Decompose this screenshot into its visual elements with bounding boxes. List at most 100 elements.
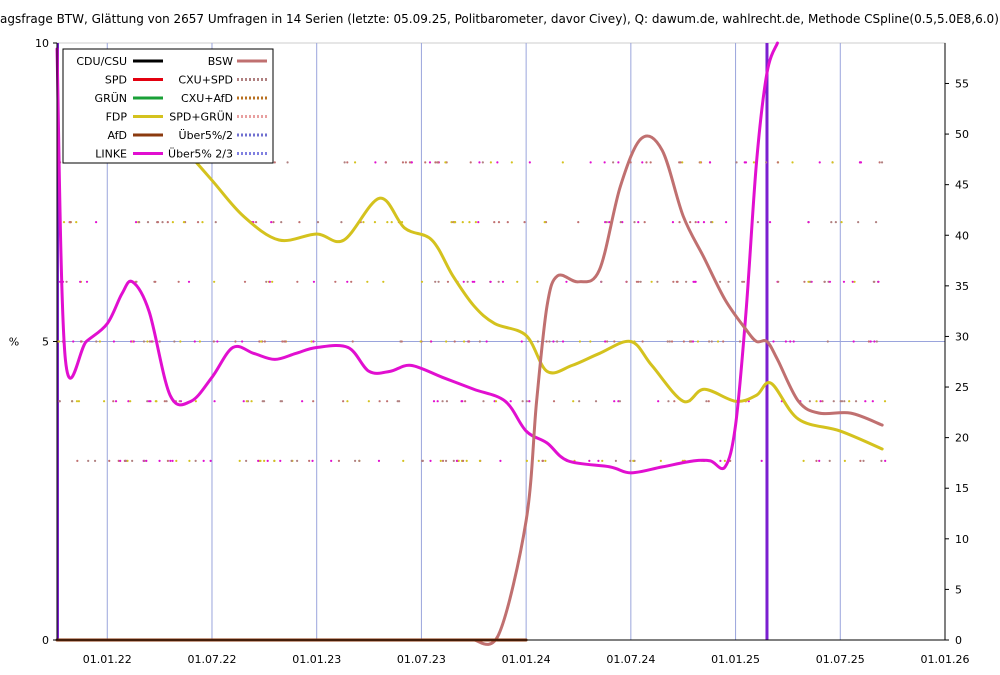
poll-dot — [525, 400, 528, 403]
poll-dot — [641, 161, 644, 164]
poll-dot — [650, 280, 653, 283]
poll-dot — [617, 400, 620, 403]
y-tick-label-right: 20 — [955, 432, 969, 445]
poll-dot — [656, 280, 659, 283]
poll-dot — [453, 221, 456, 224]
poll-dot — [260, 340, 263, 343]
poll-dot — [242, 400, 245, 403]
poll-dot — [673, 400, 676, 403]
poll-dot — [421, 459, 424, 462]
poll-dot — [95, 340, 98, 343]
poll-dot — [452, 459, 455, 462]
poll-dot — [572, 400, 575, 403]
poll-dot — [840, 400, 844, 403]
poll-dot — [808, 400, 811, 403]
poll-dot — [273, 459, 276, 462]
poll-dot — [481, 161, 484, 164]
poll-dot — [201, 221, 204, 224]
x-tick-label: 01.07.22 — [187, 653, 236, 666]
poll-dot — [792, 340, 795, 343]
poll-dot — [777, 280, 780, 283]
poll-dot — [245, 400, 248, 403]
poll-dot — [346, 280, 349, 283]
poll-dot — [444, 161, 447, 164]
poll-dot — [296, 459, 299, 462]
poll-dot — [290, 459, 293, 462]
legend-label: Über5% 2/3 — [168, 148, 233, 161]
poll-dot — [69, 221, 72, 224]
poll-dot — [834, 221, 837, 224]
poll-dot — [312, 400, 315, 403]
poll-dot — [461, 459, 465, 462]
poll-dot — [245, 459, 248, 462]
poll-dot — [864, 400, 867, 403]
poll-dot — [875, 340, 878, 343]
poll-dot — [346, 400, 349, 403]
poll-dot — [102, 400, 106, 403]
poll-dot — [151, 340, 154, 343]
poll-dot — [723, 459, 726, 462]
poll-dot — [296, 280, 299, 283]
poll-dot — [471, 280, 474, 283]
poll-dot — [386, 221, 389, 224]
legend-label: CDU/CSU — [76, 55, 127, 68]
poll-dot — [134, 221, 138, 224]
poll-dot — [367, 400, 370, 403]
poll-dot — [509, 400, 512, 403]
poll-dot — [127, 400, 130, 403]
poll-dot — [501, 280, 505, 283]
poll-dot — [510, 161, 513, 164]
x-tick-label: 01.01.24 — [502, 653, 551, 666]
poll-dot — [666, 340, 669, 343]
poll-dot — [629, 459, 632, 462]
poll-dot — [606, 340, 609, 343]
poll-dot — [390, 221, 393, 224]
poll-dot — [148, 340, 152, 343]
poll-dot — [738, 340, 742, 343]
poll-dot — [807, 221, 810, 224]
poll-dot — [280, 221, 283, 224]
poll-dot — [272, 221, 275, 224]
poll-dot — [842, 280, 846, 283]
poll-dot — [578, 400, 581, 403]
poll-dot — [678, 221, 681, 224]
poll-dot — [262, 400, 266, 403]
poll-dot — [857, 221, 860, 224]
poll-dot — [75, 400, 79, 403]
poll-dot — [420, 280, 424, 283]
poll-dot — [709, 221, 713, 224]
poll-dot — [402, 459, 405, 462]
poll-dot — [234, 340, 237, 343]
poll-dot — [353, 459, 357, 462]
poll-dot — [212, 340, 215, 343]
poll-dot — [138, 221, 141, 224]
poll-dot — [469, 161, 472, 164]
poll-dot — [854, 400, 858, 403]
poll-dot — [193, 340, 196, 343]
poll-dot — [250, 400, 253, 403]
poll-dot — [696, 340, 700, 343]
poll-dot — [76, 459, 79, 462]
poll-dot — [561, 340, 565, 343]
poll-dot — [65, 280, 68, 283]
legend-label: AfD — [108, 129, 127, 142]
poll-dot — [791, 161, 794, 164]
poll-dot — [815, 400, 818, 403]
poll-dot — [175, 459, 178, 462]
y-tick-label-right: 25 — [955, 381, 969, 394]
poll-dot — [194, 400, 197, 403]
series-line-bsw — [472, 134, 884, 646]
y-tick-label-right: 35 — [955, 280, 969, 293]
poll-dot — [154, 280, 157, 283]
poll-dot — [265, 280, 268, 283]
poll-dot — [462, 340, 466, 343]
poll-dot — [146, 400, 149, 403]
poll-dot — [441, 459, 445, 462]
poll-dot — [848, 400, 851, 403]
poll-dot — [681, 161, 684, 164]
poll-dot — [635, 280, 638, 283]
poll-dot — [588, 459, 591, 462]
poll-dot — [493, 221, 496, 224]
poll-dot — [565, 280, 568, 283]
poll-dot — [877, 280, 880, 283]
